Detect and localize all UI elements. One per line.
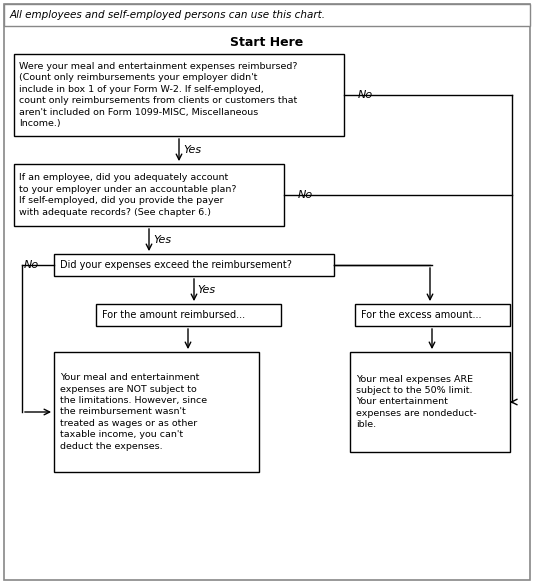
Text: Were your meal and entertainment expenses reimbursed?
(Count only reimbursements: Were your meal and entertainment expense… bbox=[19, 62, 297, 128]
Text: Yes: Yes bbox=[197, 285, 215, 295]
Bar bbox=[54, 352, 259, 472]
Text: Your meal expenses ARE
subject to the 50% limit.
Your entertainment
expenses are: Your meal expenses ARE subject to the 50… bbox=[356, 374, 477, 429]
Text: All employees and self-employed persons can use this chart.: All employees and self-employed persons … bbox=[10, 10, 326, 20]
Bar bbox=[14, 164, 284, 226]
Bar bbox=[4, 4, 530, 26]
Text: No: No bbox=[24, 260, 39, 270]
Text: For the amount reimbursed...: For the amount reimbursed... bbox=[102, 310, 245, 320]
Text: No: No bbox=[358, 90, 373, 100]
Text: Start Here: Start Here bbox=[230, 36, 304, 48]
Text: If an employee, did you adequately account
to your employer under an accountable: If an employee, did you adequately accou… bbox=[19, 173, 237, 217]
Text: Did your expenses exceed the reimbursement?: Did your expenses exceed the reimburseme… bbox=[60, 260, 292, 270]
Bar bbox=[96, 304, 281, 326]
Text: Yes: Yes bbox=[153, 235, 171, 245]
Text: No: No bbox=[298, 190, 313, 200]
Text: Yes: Yes bbox=[183, 145, 201, 155]
Bar bbox=[14, 54, 344, 136]
Text: For the excess amount...: For the excess amount... bbox=[361, 310, 482, 320]
Bar bbox=[350, 352, 510, 452]
Text: Your meal and entertainment
expenses are NOT subject to
the limitations. However: Your meal and entertainment expenses are… bbox=[60, 373, 207, 451]
Bar bbox=[355, 304, 510, 326]
Bar bbox=[54, 254, 334, 276]
